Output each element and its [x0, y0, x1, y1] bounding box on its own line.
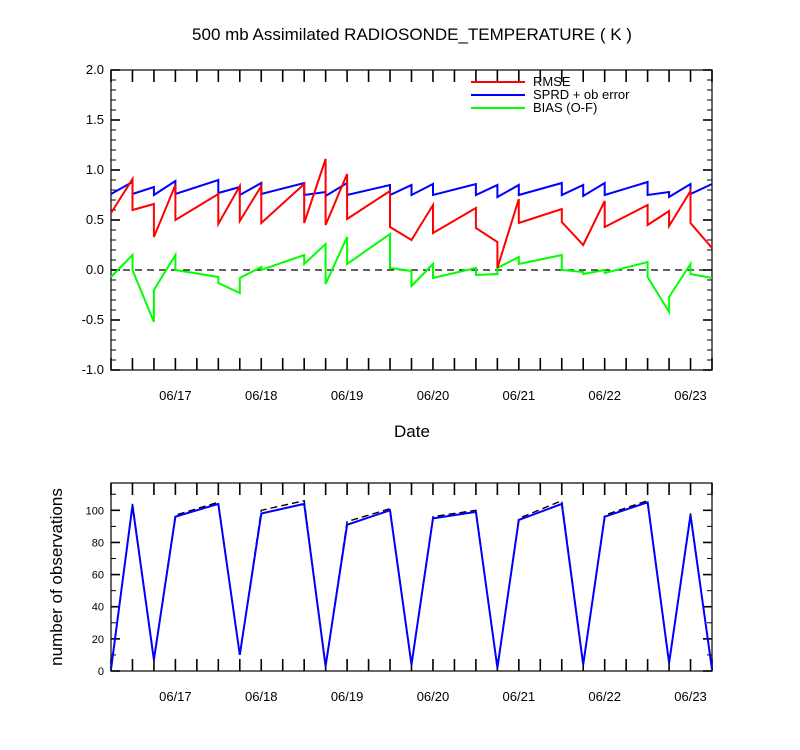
bottom-chart-plot: 06/17 06/18 06/19 06/20 06/21 06/22 06/23 0 20 40…	[86, 482, 713, 704]
bottom-x-tick-label: 06/22	[588, 689, 621, 704]
bottom-x-tick-label: 06/19	[331, 689, 364, 704]
bottom-series-assimilated	[110, 500, 713, 670]
top-series-rmse	[110, 158, 713, 269]
top-x-tick-label: 06/21	[503, 388, 536, 403]
top-x-tick-label: 06/19	[331, 388, 364, 403]
bottom-y-tick-label: 80	[92, 537, 104, 549]
bottom-y-axis-title: number of observations	[47, 488, 66, 666]
bottom-y-tick-label: 0	[98, 666, 104, 678]
bottom-x-tick-label: 06/23	[674, 689, 707, 704]
bottom-x-tick-label: 06/21	[503, 689, 536, 704]
top-y-tick-label: 2.0	[86, 62, 104, 77]
top-x-tick-label: 06/23	[674, 388, 707, 403]
top-x-tick-label: 06/22	[588, 388, 621, 403]
legend-label-0: RMSE	[533, 74, 571, 89]
bottom-y-tick-label: 40	[92, 602, 104, 614]
top-x-axis-title: Date	[394, 422, 430, 441]
top-y-tick-label: 1.5	[86, 112, 104, 127]
top-y-tick-label: 0.5	[86, 212, 104, 227]
bottom-y-tick-label: 20	[92, 634, 104, 646]
legend-label-2: BIAS (O-F)	[533, 100, 597, 115]
top-series-sprd-ob-error	[110, 178, 713, 199]
top-chart-plot: 06/17 06/18 06/19 06/20 06/21 06/22 06/23 -1.0 -…	[82, 62, 713, 403]
top-chart-title: 500 mb Assimilated RADIOSONDE_TEMPERATUR…	[192, 25, 632, 44]
top-x-tick-label: 06/20	[417, 388, 450, 403]
top-y-tick-label: -0.5	[82, 312, 104, 327]
bottom-series-total	[110, 499, 713, 670]
bottom-y-tick-label: 100	[86, 505, 104, 517]
top-y-tick-label: -1.0	[82, 362, 104, 377]
top-series-bias-o-f	[110, 232, 713, 323]
legend-label-1: SPRD + ob error	[533, 87, 630, 102]
top-x-tick-label: 06/18	[245, 388, 278, 403]
top-y-tick-label: 1.0	[86, 162, 104, 177]
top-x-tick-label: 06/17	[159, 388, 192, 403]
top-frame	[110, 69, 713, 371]
bottom-x-tick-label: 06/20	[417, 689, 450, 704]
bottom-x-tick-label: 06/18	[245, 689, 278, 704]
top-y-tick-label: 0.0	[86, 262, 104, 277]
bottom-y-tick-label: 60	[92, 570, 104, 582]
bottom-x-tick-label: 06/17	[159, 689, 192, 704]
